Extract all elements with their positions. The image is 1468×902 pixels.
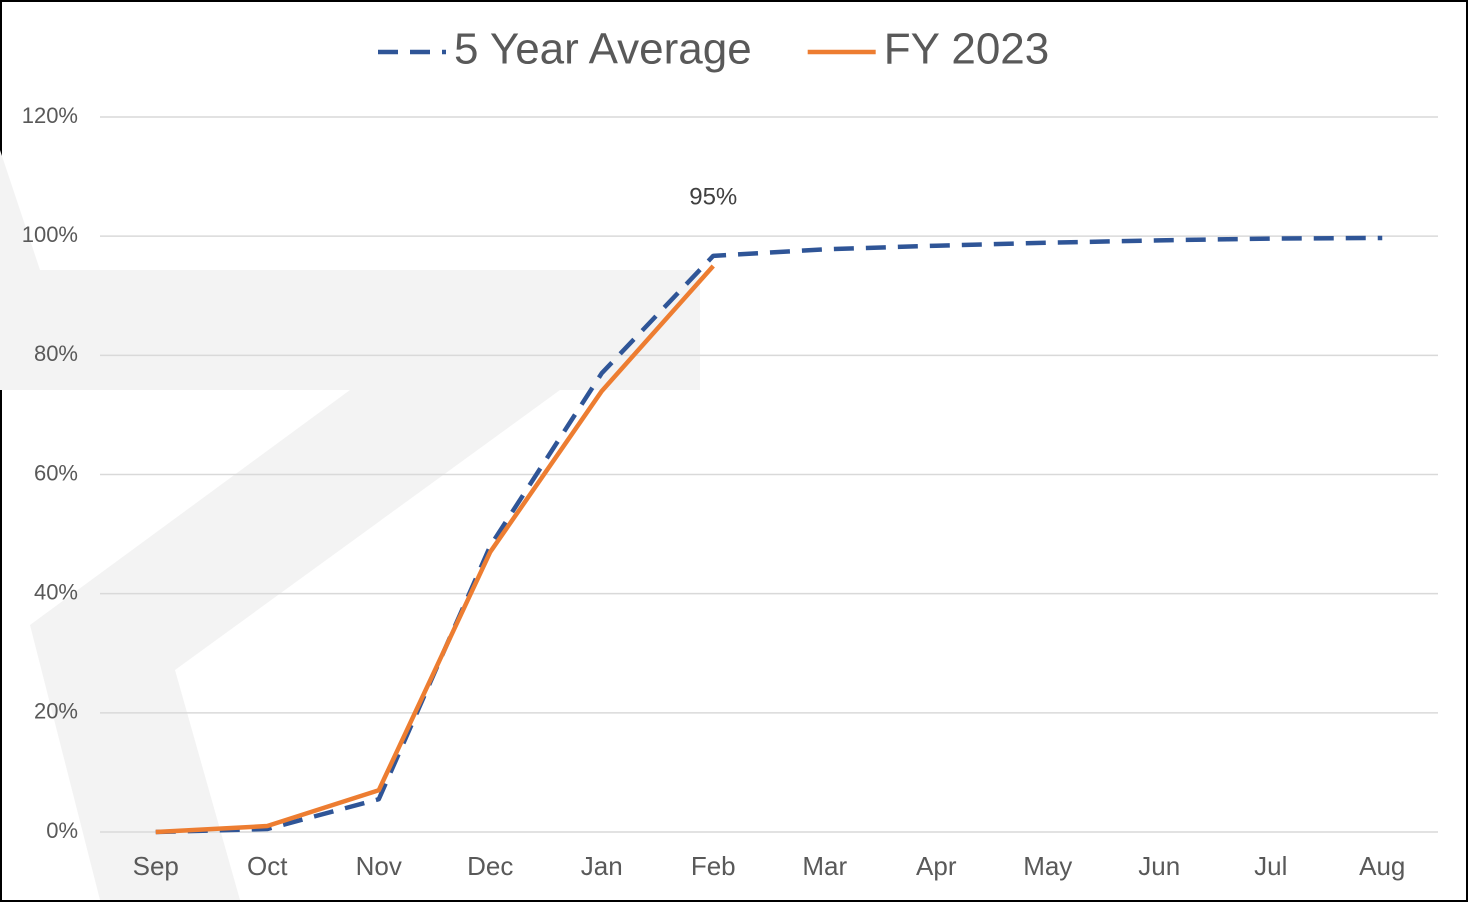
y-tick-label: 120%: [22, 103, 78, 128]
y-tick-label: 60%: [34, 460, 78, 485]
series-line: [155, 235, 1383, 835]
data-label: 95%: [689, 183, 737, 210]
x-tick-label: May: [1023, 851, 1072, 881]
x-tick-label: Jan: [581, 851, 623, 881]
x-tick-label: Oct: [247, 851, 288, 881]
y-tick-label: 40%: [34, 579, 78, 604]
y-tick-label: 20%: [34, 699, 78, 724]
legend-label: FY 2023: [884, 25, 1050, 74]
y-tick-label: 0%: [46, 818, 78, 843]
x-tick-label: Nov: [356, 851, 402, 881]
x-tick-label: Aug: [1359, 851, 1405, 881]
x-tick-label: Apr: [916, 851, 957, 881]
x-tick-label: Feb: [691, 851, 736, 881]
x-tick-label: Dec: [467, 851, 513, 881]
watermark: [0, 150, 700, 390]
series-line: [155, 264, 715, 835]
x-tick-label: Mar: [802, 851, 847, 881]
watermark: [30, 390, 560, 900]
y-tick-label: 100%: [22, 222, 78, 247]
x-tick-label: Sep: [133, 851, 179, 881]
x-tick-label: Jul: [1254, 851, 1287, 881]
y-tick-label: 80%: [34, 341, 78, 366]
legend-label: 5 Year Average: [454, 25, 752, 74]
x-tick-label: Jun: [1138, 851, 1180, 881]
